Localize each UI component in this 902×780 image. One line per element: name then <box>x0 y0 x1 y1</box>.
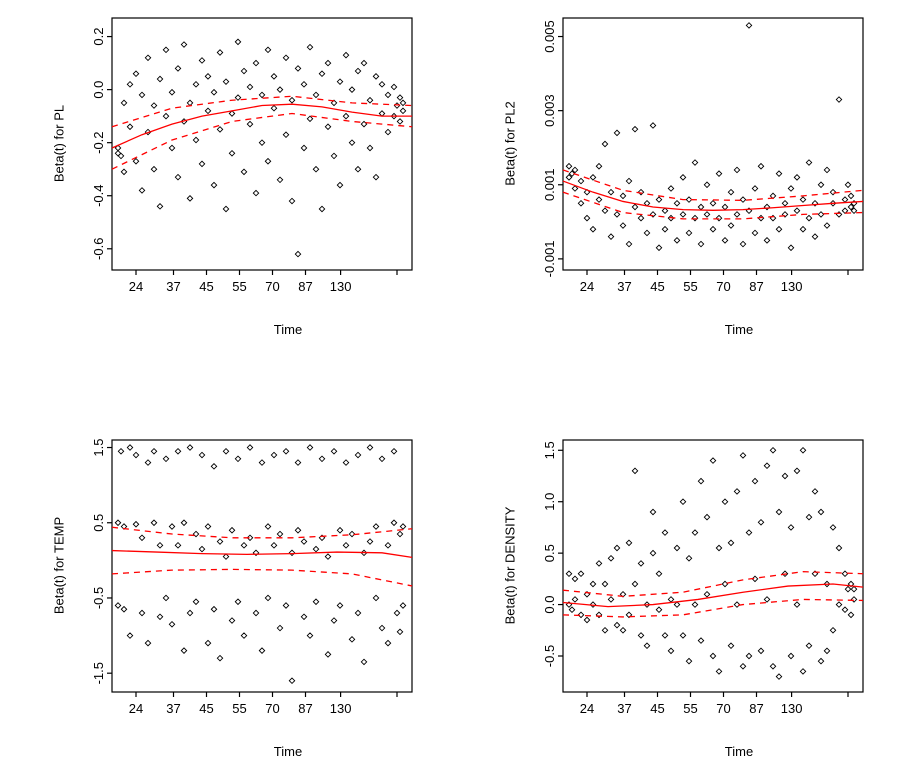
svg-text:45: 45 <box>199 701 213 716</box>
panel-cell-pl: Beta(t) for PL 24 37 45 55 70 87 130 0.2 0.0 -0.2… <box>0 0 451 388</box>
svg-text:24: 24 <box>580 279 594 294</box>
svg-text:-0.4: -0.4 <box>91 185 106 207</box>
scatter-plot-pl2: 24 37 45 55 70 87 130 0.005 0.003 0.001 -0.001 <box>542 17 864 294</box>
svg-text:0.5: 0.5 <box>542 544 557 562</box>
x-axis-label-pl2: Time <box>724 322 754 337</box>
panel-cell-density: Beta(t) for DENSITY 24 37 45 55 70 87 130 1.5 1.… <box>451 388 902 780</box>
svg-text:45: 45 <box>650 279 664 294</box>
panel-cell-pl2: Beta(t) for PL2 24 37 45 55 70 87 130 0.005 0.00… <box>451 0 902 388</box>
svg-text:87: 87 <box>298 701 312 716</box>
svg-text:-0.5: -0.5 <box>91 587 106 609</box>
svg-text:55: 55 <box>232 701 246 716</box>
svg-text:130: 130 <box>330 701 352 716</box>
svg-text:37: 37 <box>166 279 180 294</box>
svg-text:70: 70 <box>265 279 279 294</box>
svg-text:-0.6: -0.6 <box>91 238 106 260</box>
svg-text:1.0: 1.0 <box>542 493 557 511</box>
svg-text:0.001: 0.001 <box>542 168 557 201</box>
svg-text:130: 130 <box>330 279 352 294</box>
svg-text:0.2: 0.2 <box>91 28 106 46</box>
svg-text:45: 45 <box>650 701 664 716</box>
scatter-plot-pl: 24 37 45 55 70 87 130 0.2 0.0 -0.2 -0.4 -0.6 <box>91 17 413 294</box>
panel-beta-pl: Beta(t) for PL 24 37 45 55 70 87 130 0.2 0.0 -0.2… <box>34 6 446 354</box>
x-axis-label-temp: Time <box>273 744 303 759</box>
svg-text:-1.5: -1.5 <box>91 662 106 684</box>
scatter-plot-temp: 24 37 45 55 70 87 130 1.5 0.5 -0.5 -1.5 <box>91 438 413 716</box>
svg-text:1.5: 1.5 <box>91 438 106 456</box>
svg-text:45: 45 <box>199 279 213 294</box>
x-axis-label-density: Time <box>724 744 754 759</box>
svg-text:87: 87 <box>749 701 763 716</box>
svg-text:24: 24 <box>580 701 594 716</box>
svg-text:37: 37 <box>166 701 180 716</box>
svg-text:130: 130 <box>781 701 803 716</box>
x-axis-label-pl: Time <box>273 322 303 337</box>
svg-text:55: 55 <box>683 279 697 294</box>
svg-text:0.003: 0.003 <box>542 94 557 127</box>
svg-text:87: 87 <box>298 279 312 294</box>
svg-text:24: 24 <box>129 279 143 294</box>
scatter-plot-density: 24 37 45 55 70 87 130 1.5 1.0 0.5 0.0 -0.5 <box>542 439 864 716</box>
svg-text:0.0: 0.0 <box>91 81 106 99</box>
svg-text:70: 70 <box>716 701 730 716</box>
svg-text:55: 55 <box>232 279 246 294</box>
svg-text:1.5: 1.5 <box>542 441 557 459</box>
panel-beta-temp: Beta(t) for TEMP 24 37 45 55 70 87 130 1.5 0.5 -0… <box>34 428 446 776</box>
panel-beta-density: Beta(t) for DENSITY 24 37 45 55 70 87 130 1.5 1.… <box>485 428 897 776</box>
panel-beta-pl2: Beta(t) for PL2 24 37 45 55 70 87 130 0.005 0.00… <box>485 6 897 354</box>
svg-text:-0.2: -0.2 <box>91 131 106 153</box>
svg-text:24: 24 <box>129 701 143 716</box>
panel-cell-temp: Beta(t) for TEMP 24 37 45 55 70 87 130 1.5 0.5 -0… <box>0 388 451 780</box>
svg-text:0.005: 0.005 <box>542 20 557 53</box>
svg-text:0.5: 0.5 <box>91 514 106 532</box>
svg-text:130: 130 <box>781 279 803 294</box>
svg-text:37: 37 <box>617 701 631 716</box>
svg-text:55: 55 <box>683 701 697 716</box>
svg-text:70: 70 <box>265 701 279 716</box>
svg-text:0.0: 0.0 <box>542 596 557 614</box>
svg-text:37: 37 <box>617 279 631 294</box>
svg-text:-0.001: -0.001 <box>542 240 557 277</box>
svg-text:87: 87 <box>749 279 763 294</box>
svg-text:70: 70 <box>716 279 730 294</box>
svg-text:-0.5: -0.5 <box>542 645 557 667</box>
